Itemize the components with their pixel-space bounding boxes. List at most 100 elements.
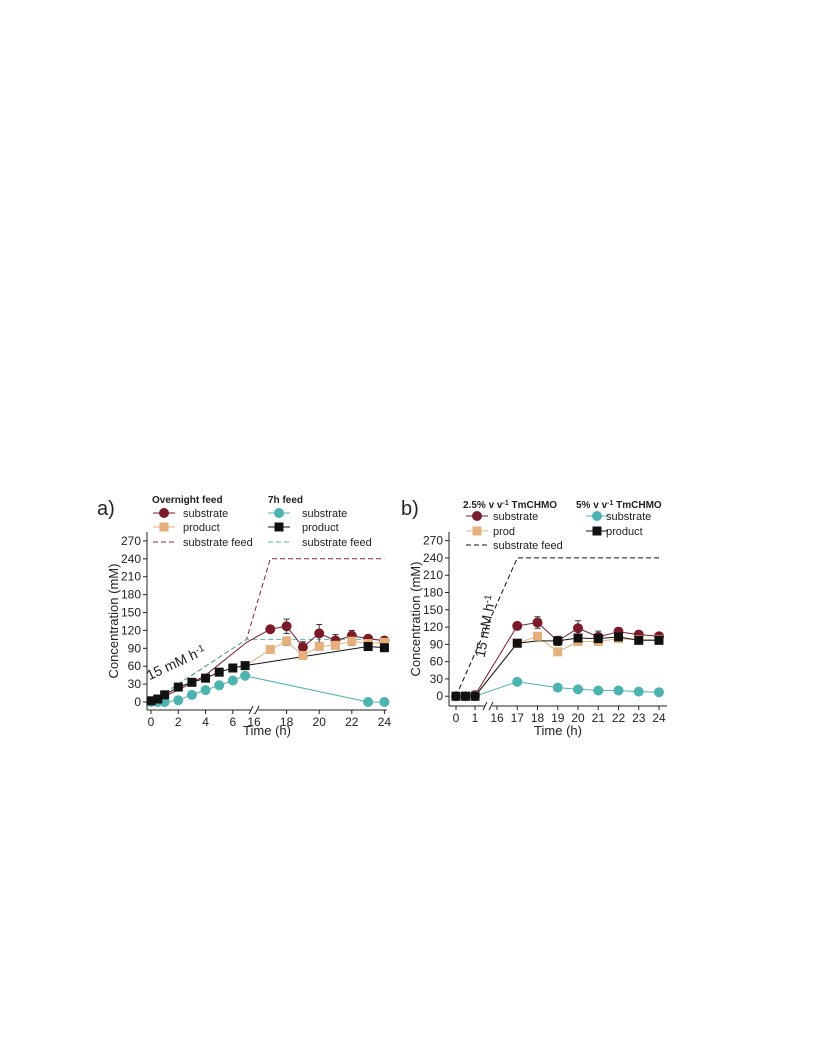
legend-swatch-marker [159, 522, 169, 532]
legend-swatch-marker [274, 522, 284, 532]
y-axis-label: Concentration (mM) [106, 564, 121, 679]
data-point [331, 640, 340, 650]
rate-annotation-sup: -1 [194, 643, 207, 657]
legend-entry-label: substrate [493, 511, 538, 523]
panel-label: a) [97, 498, 115, 520]
panel-label: b) [401, 498, 419, 520]
y-tick-label: 0 [134, 695, 141, 709]
legend-title: 7h feed [268, 495, 303, 506]
legend-title-base: 5% v v [576, 500, 608, 511]
data-point [240, 670, 251, 681]
data-point [173, 695, 184, 706]
legend-title: Overnight feed [152, 495, 223, 506]
data-point [146, 696, 156, 706]
data-point [298, 650, 308, 660]
legend-entry-label: substrate [183, 508, 228, 520]
legend-title-rest: TmCHMO [613, 500, 662, 511]
x-tick-label: 17 [511, 711, 525, 725]
x-tick-label: 22 [612, 711, 626, 725]
legend-swatch-marker [274, 508, 284, 518]
data-point [173, 682, 183, 692]
legend-swatch-marker [472, 526, 482, 536]
data-point [512, 620, 523, 631]
y-tick-label: 90 [430, 637, 444, 651]
data-point [573, 633, 583, 643]
x-tick-label: 24 [378, 715, 392, 729]
data-point [186, 689, 197, 700]
y-tick-label: 270 [121, 534, 141, 548]
data-point [470, 691, 480, 701]
data-point [281, 621, 292, 632]
y-tick-label: 30 [430, 672, 444, 686]
x-tick-label: 19 [551, 711, 565, 725]
y-tick-label: 240 [423, 551, 443, 565]
legend-title-sup: -1 [502, 500, 508, 507]
data-point [512, 638, 522, 648]
y-tick-label: 30 [128, 677, 142, 691]
data-point [240, 661, 250, 671]
x-tick-label: 20 [571, 711, 585, 725]
axis-break-mark [254, 705, 260, 715]
substrate-feed-line [150, 638, 385, 703]
axis-break-gap [251, 708, 258, 713]
data-point [379, 697, 390, 707]
data-point [654, 635, 664, 645]
data-point [552, 682, 563, 693]
legend-entry-label: product [606, 526, 643, 538]
data-point [461, 691, 470, 701]
y-tick-label: 90 [128, 641, 142, 655]
y-tick-label: 150 [121, 606, 141, 620]
legend-entry-label: substrate [302, 508, 347, 520]
data-point [553, 636, 563, 646]
data-point [553, 647, 563, 657]
y-tick-label: 60 [430, 655, 444, 669]
y-tick-label: 0 [436, 689, 443, 703]
data-point [533, 631, 542, 641]
data-point [214, 680, 225, 691]
legend-swatch-marker [592, 526, 602, 536]
legend-swatch-marker [159, 508, 169, 518]
axis-break-mark [488, 701, 494, 711]
y-tick-label: 60 [128, 659, 142, 673]
x-tick-label: 24 [652, 711, 666, 725]
data-point [379, 643, 389, 653]
x-tick-label: 1 [472, 711, 479, 725]
data-point [227, 675, 238, 686]
y-tick-label: 240 [121, 552, 141, 566]
y-tick-label: 210 [121, 570, 141, 584]
data-point [593, 634, 603, 644]
series-connector-line [151, 675, 385, 703]
x-tick-label: 22 [345, 715, 359, 729]
data-point [214, 667, 224, 677]
data-point [265, 624, 276, 635]
y-tick-label: 210 [423, 568, 443, 582]
data-point [153, 694, 163, 704]
data-point [593, 685, 604, 696]
legend-title-base: 2.5% v v [463, 500, 503, 511]
data-point [228, 663, 238, 673]
y-tick-label: 180 [121, 588, 141, 602]
x-tick-label: 16 [490, 711, 504, 725]
data-point [347, 636, 357, 646]
substrate-feed-line [455, 557, 659, 697]
legend-title-sup: -1 [607, 500, 613, 507]
y-axis-label: Concentration (mM) [408, 562, 423, 677]
legend-entry-label: substrate feed [493, 540, 563, 552]
data-point [160, 690, 170, 700]
data-point [363, 642, 373, 652]
data-point [379, 637, 389, 647]
data-point [573, 623, 583, 634]
x-axis-label: Time (h) [243, 723, 291, 738]
axis-break-gap [485, 704, 492, 709]
data-point [654, 687, 664, 698]
legend-title: 5% v v-1 TmCHMO [576, 500, 662, 511]
x-tick-label: 18 [531, 711, 545, 725]
y-tick-label: 120 [121, 623, 141, 637]
x-tick-label: 23 [632, 711, 646, 725]
data-point [297, 642, 308, 653]
data-point [265, 645, 275, 655]
x-tick-label: 0 [453, 711, 460, 725]
